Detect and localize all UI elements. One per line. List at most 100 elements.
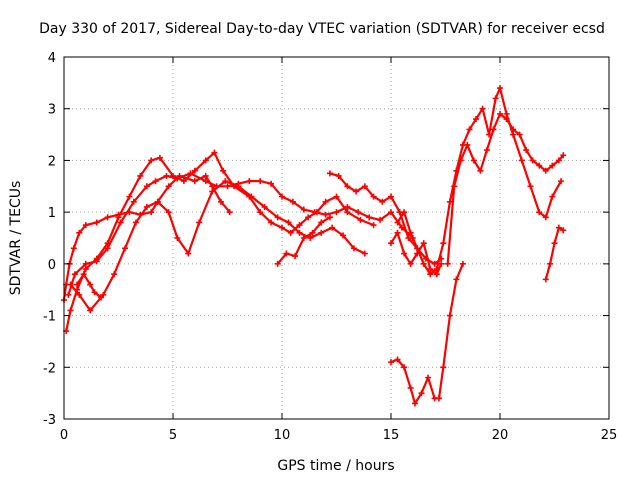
data-point: [132, 219, 139, 226]
data-point: [300, 235, 307, 241]
data-point: [418, 390, 425, 397]
data-point: [202, 157, 209, 164]
data-point: [152, 178, 159, 185]
data-point: [307, 235, 314, 241]
data-point: [414, 245, 421, 252]
series-track-9: [388, 260, 466, 407]
data-point: [261, 203, 268, 210]
x-tick-label: 20: [492, 428, 509, 443]
data-point: [285, 219, 292, 226]
data-point: [326, 170, 333, 177]
data-point: [174, 175, 181, 182]
data-point: [433, 266, 440, 273]
data-point: [492, 95, 499, 102]
data-point: [117, 219, 124, 226]
series-track-12: [74, 271, 105, 301]
data-point: [185, 250, 192, 257]
chart-title: Day 330 of 2017, Sidereal Day-to-day VTE…: [39, 21, 605, 37]
data-point: [350, 245, 357, 252]
x-tick-label: 15: [383, 428, 400, 443]
data-point: [459, 260, 466, 267]
data-point: [279, 224, 285, 231]
data-point: [126, 193, 133, 200]
data-point: [322, 198, 329, 205]
data-point: [440, 364, 447, 371]
data-point: [433, 271, 440, 278]
data-point: [435, 395, 442, 402]
data-point: [93, 258, 100, 265]
series-trace: [62, 174, 231, 302]
data-point: [411, 400, 418, 407]
series-track-8: [444, 110, 567, 267]
series-track-1: [61, 172, 233, 304]
data-point: [111, 271, 118, 278]
data-point: [224, 183, 231, 190]
data-point: [322, 211, 329, 218]
data-point: [76, 229, 83, 236]
series-trace: [65, 151, 375, 333]
data-point: [542, 214, 549, 221]
data-point: [527, 183, 534, 190]
data-point: [542, 276, 549, 283]
data-point: [466, 126, 473, 133]
series-trace: [446, 112, 565, 265]
data-point: [407, 260, 414, 267]
data-point: [542, 167, 549, 174]
y-tick-label: -3: [43, 413, 56, 428]
data-point: [370, 193, 377, 200]
data-point: [91, 289, 98, 296]
x-tick-label: 0: [60, 428, 68, 443]
data-point: [211, 149, 218, 156]
data-point: [148, 209, 155, 216]
data-point: [71, 271, 78, 278]
data-point: [388, 359, 394, 366]
data-point: [560, 152, 567, 159]
data-point: [555, 224, 562, 231]
data-point: [394, 356, 401, 363]
data-point: [551, 240, 558, 247]
y-tick-label: 0: [48, 258, 56, 273]
data-point: [401, 209, 408, 216]
data-point: [457, 157, 464, 164]
data-point: [420, 240, 427, 247]
data-point: [427, 271, 434, 278]
data-point: [209, 188, 216, 195]
data-point: [431, 260, 438, 267]
data-point: [292, 253, 299, 260]
data-point: [235, 183, 242, 190]
data-point: [340, 232, 347, 239]
data-point: [274, 214, 281, 221]
data-point: [344, 183, 351, 190]
data-point: [405, 235, 412, 241]
data-point: [257, 209, 264, 216]
data-point: [518, 157, 525, 164]
data-point: [268, 219, 275, 226]
data-point: [305, 214, 312, 221]
data-point: [361, 250, 368, 257]
data-point: [329, 224, 336, 231]
data-point: [394, 229, 401, 236]
data-point: [289, 198, 296, 205]
data-point: [217, 198, 224, 205]
data-point: [257, 178, 264, 185]
data-point: [388, 193, 394, 200]
series-trace: [544, 226, 565, 281]
data-point: [353, 188, 360, 195]
data-point: [510, 126, 517, 133]
data-point: [296, 229, 303, 236]
data-point: [98, 294, 105, 301]
data-point: [370, 222, 377, 229]
data-point: [440, 240, 447, 247]
data-point: [516, 131, 523, 138]
data-point: [470, 157, 477, 164]
data-point: [536, 162, 543, 169]
data-point: [130, 198, 137, 205]
grid-layer: [64, 57, 609, 419]
data-point: [156, 154, 163, 161]
data-point: [93, 219, 100, 226]
data-point: [529, 157, 536, 164]
data-point: [202, 172, 209, 179]
y-tick-label: 3: [48, 103, 56, 118]
data-point: [143, 203, 150, 210]
data-point: [296, 222, 303, 229]
